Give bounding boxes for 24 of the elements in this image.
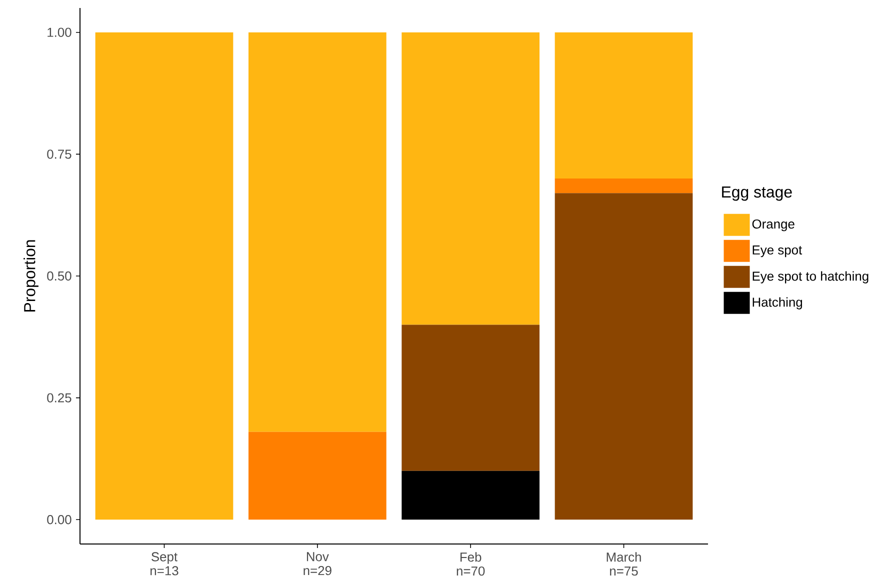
y-tick-label: 0.25: [47, 393, 72, 403]
x-tick-label: Sept n=13: [150, 552, 178, 576]
y-tick-label: 1.00: [48, 28, 72, 38]
legend-label: Orange: [752, 220, 794, 232]
bar: [402, 32, 540, 325]
y-tick-label: 0.75: [47, 150, 72, 159]
bar: [248, 32, 386, 432]
bar: [402, 471, 540, 520]
legend-label: Hatching: [752, 297, 802, 310]
bar: [402, 324, 540, 472]
x-tick-label: Feb n=70: [456, 552, 485, 576]
legend-label: Eye spot: [752, 246, 802, 258]
bar: [554, 32, 693, 179]
legend-title: Egg stage: [722, 186, 792, 201]
y-axis-title: Proportion: [24, 240, 38, 312]
bar: [554, 193, 693, 520]
bar: [554, 178, 693, 194]
bar: [95, 32, 234, 520]
y-tick-label: 0.00: [47, 515, 72, 524]
bar: [248, 432, 386, 520]
legend-label: Eye spot to hatching: [752, 271, 868, 284]
x-tick-label: March n=75: [606, 552, 641, 576]
x-tick-label: Nov n=29: [304, 552, 332, 576]
y-tick-label: 0.50: [47, 272, 72, 281]
